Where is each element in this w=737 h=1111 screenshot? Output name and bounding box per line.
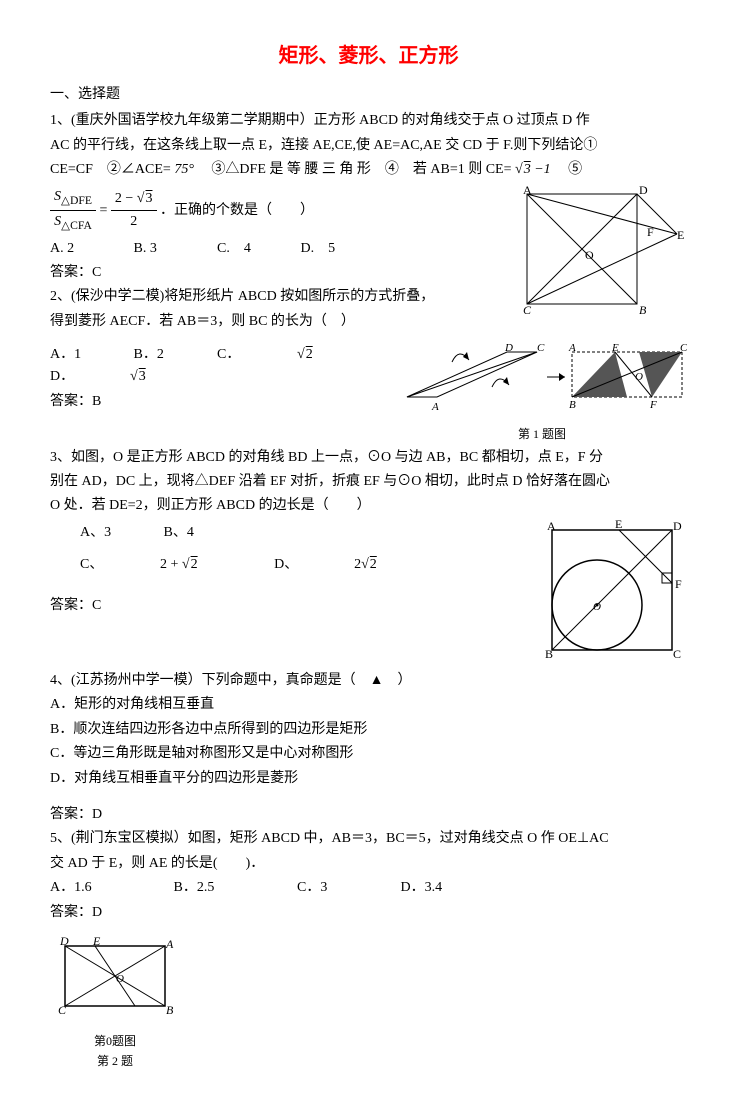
q5-optB: B．2.5	[174, 877, 294, 899]
q1-line3: CE=CF ②∠ACE= 75° ③△DFE 是 等 腰 三 角 形 ④ 若 A…	[50, 159, 687, 181]
q3-answer: 答案：C	[50, 595, 537, 617]
q5-caption1: 第0题图	[50, 1032, 180, 1051]
svg-text:C: C	[680, 342, 687, 354]
svg-text:C: C	[673, 647, 681, 660]
q3-figure: A E D F C B O	[537, 520, 687, 668]
q3-line3: O 处．若 DE=2，则正方形 ABCD 的边长是（ ）	[50, 495, 687, 517]
q1-line2: AC 的平行线，在这条线上取一点 E，连接 AE,CE,使 AE=AC,AE 交…	[50, 135, 687, 157]
svg-text:E: E	[677, 228, 684, 242]
svg-text:B: B	[569, 399, 576, 411]
svg-text:B: B	[545, 647, 553, 660]
svg-text:D: D	[639, 184, 648, 197]
svg-text:A: A	[165, 937, 174, 951]
q2-caption: 第 1 题图	[397, 425, 687, 444]
q2-line1: 2、(保沙中学二模)将矩形纸片 ABCD 按如图所示的方式折叠，	[50, 286, 507, 308]
q3-optA: A、3	[80, 522, 160, 544]
q1-tail: ．正确的个数是（ ）	[160, 203, 314, 218]
svg-text:O: O	[585, 248, 594, 262]
q3-options2: C、2 + √2 D、2√2	[50, 554, 537, 576]
q5-optD: D．3.4	[401, 877, 481, 899]
q2-optD: D．√3	[50, 366, 219, 388]
q1-ratio-line: S△DFE S△CFA = 2 − √3 2 ．正确的个数是（ ）	[50, 186, 507, 236]
svg-text:C: C	[58, 1003, 67, 1017]
q5-caption2: 第 2 题	[50, 1052, 180, 1071]
section-heading: 一、选择题	[50, 84, 687, 106]
svg-text:O: O	[635, 371, 643, 383]
q5-line2: 交 AD 于 E，则 AE 的长是( )．	[50, 853, 687, 875]
svg-text:E: E	[92, 934, 101, 948]
q2-optB: B．2	[134, 344, 214, 366]
svg-text:F: F	[647, 225, 654, 239]
page-title: 矩形、菱形、正方形	[50, 40, 687, 72]
q1-text3: ⑤	[554, 162, 582, 177]
q1-text: CE=CF ②∠ACE=	[50, 162, 174, 177]
q4-d: D．对角线互相垂直平分的四边形是菱形	[50, 768, 687, 790]
q2-optA: A．1	[50, 344, 130, 366]
q2-optC: C．√2	[217, 344, 386, 366]
svg-text:F: F	[649, 399, 657, 411]
q1-optA: A. 2	[50, 238, 130, 260]
q1-sqrt: √3 −1	[515, 162, 551, 177]
svg-text:A: A	[431, 401, 439, 413]
q4-b: B．顺次连结四边形各边中点所得到的四边形是矩形	[50, 719, 687, 741]
q3-optD: D、2√2	[274, 554, 450, 576]
q5-line1: 5、(荆门东宝区模拟）如图，矩形 ABCD 中，AB＝3，BC＝5，过对角线交点…	[50, 828, 687, 850]
q1-optC: C. 4	[217, 238, 297, 260]
svg-text:D: D	[673, 520, 682, 533]
q3-line1: 3、如图，O 是正方形 ABCD 的对角线 BD 上一点，⊙O 与边 AB，BC…	[50, 447, 687, 469]
svg-text:O: O	[593, 601, 601, 613]
svg-text:D: D	[504, 342, 513, 354]
svg-text:A: A	[523, 184, 532, 197]
svg-text:A: A	[568, 342, 576, 354]
q5-figure: D E A C B O 第0题图 第 2 题	[50, 934, 180, 1071]
q5-optA: A．1.6	[50, 877, 170, 899]
svg-text:C: C	[537, 342, 545, 354]
q1-optD: D. 5	[301, 238, 381, 260]
q3-options1: A、3 B、4	[50, 522, 537, 544]
equals: =	[100, 203, 111, 218]
q3-line2: 别在 AD，DC 上，现将△DEF 沿着 EF 对折，折痕 EF 与⊙O 相切，…	[50, 471, 687, 493]
q5-answer: 答案：D	[50, 902, 687, 924]
q1-line1: 1、(重庆外国语学校九年级第二学期期中）正方形 ABCD 的对角线交于点 O 过…	[50, 110, 687, 132]
q1-answer: 答案：C	[50, 262, 507, 284]
q2-figure: A D C A C B O F E 第 1 题图	[397, 342, 687, 445]
q2-answer: 答案：B	[50, 391, 397, 413]
q1-figure: A D E F O C B	[507, 184, 687, 342]
svg-text:E: E	[615, 520, 622, 531]
q4-line1: 4、(江苏扬州中学一模）下列命题中，真命题是（ ▲ ）	[50, 670, 687, 692]
ratio-left: S△DFE S△CFA	[50, 186, 96, 236]
q3-optC: C、2 + √2	[80, 554, 271, 576]
svg-text:B: B	[166, 1003, 174, 1017]
svg-text:C: C	[523, 303, 532, 317]
q1-optB: B. 3	[134, 238, 214, 260]
svg-text:F: F	[675, 577, 682, 591]
q1-options: A. 2 B. 3 C. 4 D. 5	[50, 238, 507, 260]
q1-deg: 75°	[174, 162, 194, 177]
svg-text:E: E	[611, 342, 619, 354]
q3-optB: B、4	[164, 522, 244, 544]
q1-text2: ③△DFE 是 等 腰 三 角 形 ④ 若 AB=1 则 CE=	[197, 162, 515, 177]
q4-answer: 答案：D	[50, 804, 687, 826]
svg-text:D: D	[59, 934, 69, 948]
q4-a: A．矩形的对角线相互垂直	[50, 694, 687, 716]
svg-text:O: O	[116, 973, 124, 985]
ratio-right: 2 − √3 2	[111, 188, 157, 234]
q5-optC: C．3	[297, 877, 397, 899]
q2-options: A．1 B．2 C．√2 D．√3	[50, 344, 397, 389]
q5-options: A．1.6 B．2.5 C．3 D．3.4	[50, 877, 687, 899]
q2-line2: 得到菱形 AECF．若 AB＝3，则 BC 的长为（ ）	[50, 311, 507, 333]
q4-c: C．等边三角形既是轴对称图形又是中心对称图形	[50, 743, 687, 765]
svg-text:A: A	[547, 520, 556, 533]
svg-text:B: B	[639, 303, 647, 317]
